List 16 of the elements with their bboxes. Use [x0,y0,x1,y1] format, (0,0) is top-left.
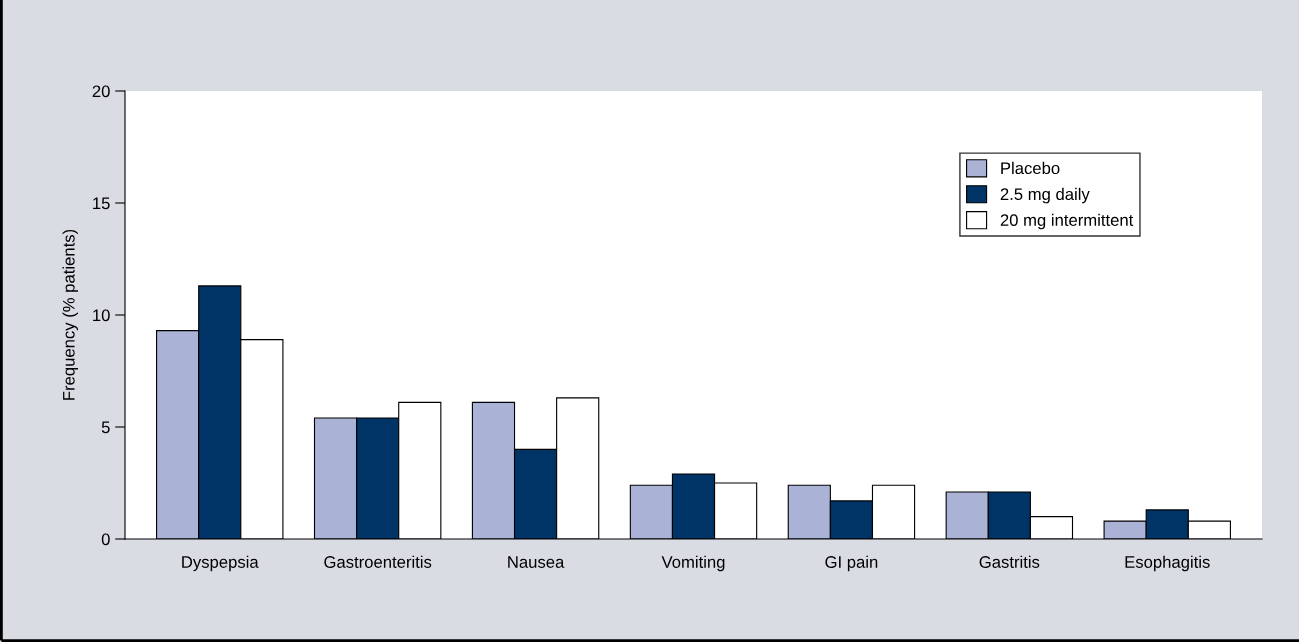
y-tick-label: 0 [101,533,110,546]
x-tick-label: Nausea [508,556,565,568]
y-tick-label: 15 [93,197,110,210]
y-tick-label: 5 [101,421,110,434]
x-tick-label: Dyspepsia [182,555,259,572]
x-tick-label: Vomiting [661,555,725,572]
legend-label: Placebo [1001,161,1060,175]
legend-label: 2.5 mg daily [1000,187,1090,204]
y-axis-title: Frequency (% patients) [62,229,78,400]
x-tick-label: Gastroenteritis [324,555,432,568]
x-tick-label: GI pain [825,555,878,572]
x-tick-label: Gastritis [979,555,1040,568]
y-tick-label: 10 [93,309,110,322]
x-tick-label: Esophagitis [1125,555,1210,572]
y-tick-label: 20 [92,85,110,98]
legend-label: 20 mg intermittent [1000,213,1134,230]
